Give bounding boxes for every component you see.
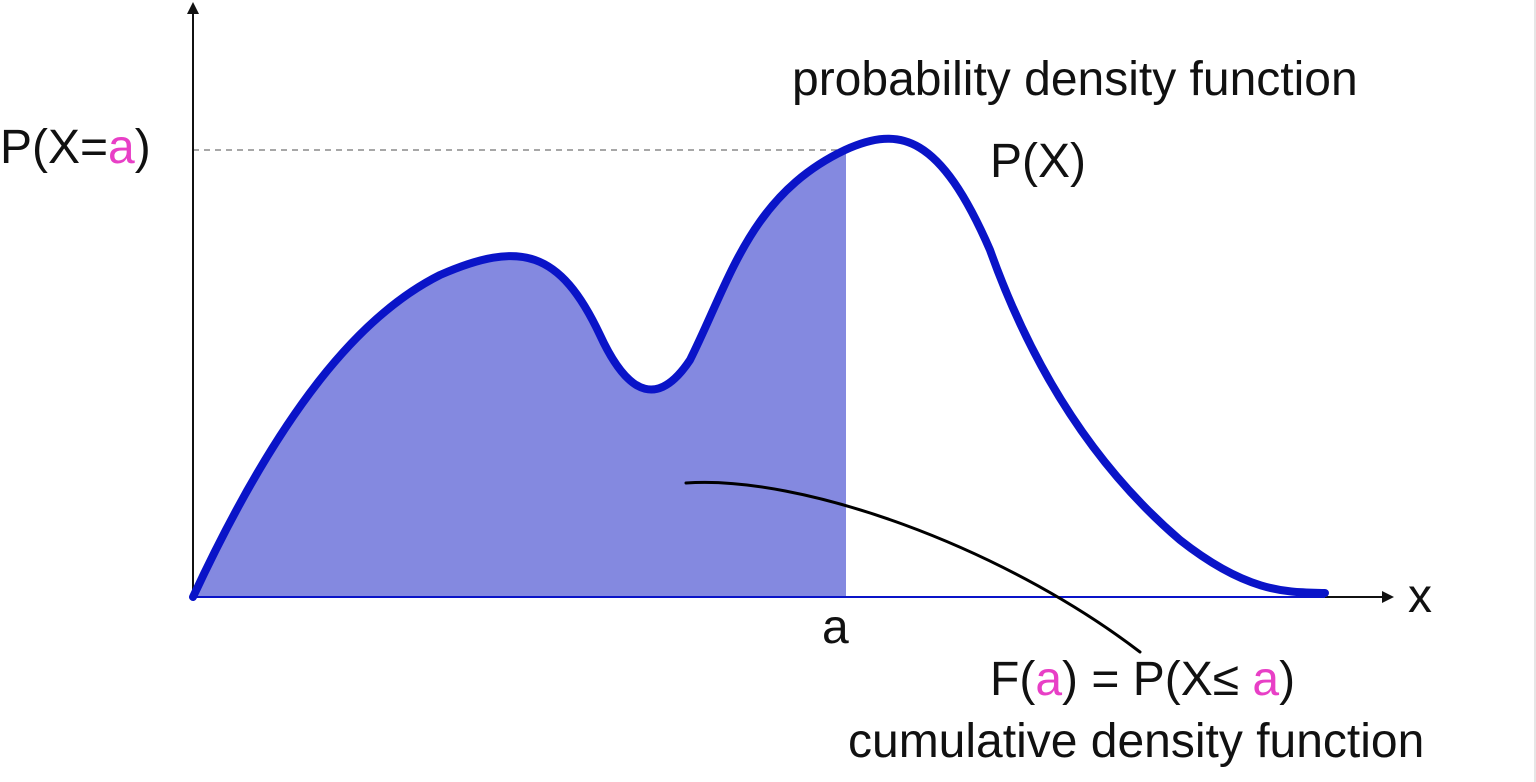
cdf-formula-var1: a — [1035, 653, 1062, 706]
cdf-formula-suffix: ) — [1279, 653, 1295, 706]
p-x-equals-a-suffix: ) — [135, 121, 151, 174]
p-x-equals-a-prefix: P(X= — [0, 121, 108, 174]
cdf-formula-prefix: F( — [990, 653, 1035, 706]
pdf-title-label: probability density function — [792, 53, 1358, 106]
p-x-equals-a-var: a — [108, 121, 135, 174]
cdf-pointer-line — [684, 480, 1142, 654]
pdf-curve — [189, 134, 1329, 601]
p-x-equals-a-label: P(X=a) — [0, 121, 151, 174]
right-edge-divider — [1534, 0, 1536, 782]
cdf-title-label: cumulative density function — [848, 715, 1424, 768]
cdf-formula-mid: ) = P(X≤ — [1062, 653, 1252, 706]
cdf-formula-label: F(a) = P(X≤ a) — [990, 653, 1295, 706]
pdf-symbol-label: P(X) — [990, 135, 1086, 188]
a-marker-label: a — [822, 601, 849, 654]
cdf-shaded-area — [193, 150, 845, 597]
x-axis-label: x — [1408, 570, 1432, 623]
cdf-formula-var2: a — [1252, 653, 1279, 706]
